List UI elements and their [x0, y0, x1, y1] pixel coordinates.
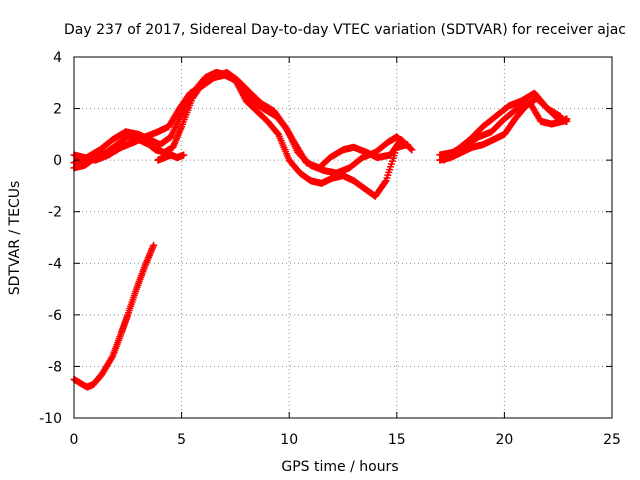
y-tick-label: -2 [48, 205, 62, 221]
data-point [563, 115, 571, 123]
y-tick-label: 2 [53, 102, 62, 118]
series-arc-7 [440, 89, 564, 164]
y-tick-label: -6 [48, 308, 62, 324]
x-tick-label: 0 [70, 432, 79, 448]
y-tick-label: -8 [48, 359, 62, 375]
y-tick-label: 4 [53, 50, 62, 66]
y-axis-label: SDTVAR / TECUs [7, 181, 23, 296]
series-arc-4 [154, 151, 188, 164]
y-tick-label: -4 [48, 256, 62, 272]
axis-ticks: 0 5 10 15 20 25 -10 -8 -6 -4 -2 0 2 4 [39, 50, 621, 448]
x-tick-label: 15 [388, 432, 406, 448]
data-point [556, 112, 564, 120]
y-tick-label: -10 [39, 411, 62, 427]
x-tick-label: 20 [495, 432, 513, 448]
x-tick-label: 10 [280, 432, 298, 448]
data-point [381, 178, 389, 186]
x-axis-label: GPS time / hours [281, 459, 398, 475]
chart-title: Day 237 of 2017, Sidereal Day-to-day VTE… [64, 22, 626, 38]
data-point [180, 151, 188, 159]
x-tick-label: 5 [177, 432, 186, 448]
data-points [70, 68, 571, 391]
data-point [150, 241, 158, 249]
series-arc-0 [70, 241, 158, 391]
series-arc-3 [70, 68, 416, 172]
plot-frame [73, 56, 613, 419]
y-tick-label: 0 [53, 153, 62, 169]
data-point [407, 145, 415, 153]
x-tick-label: 25 [603, 432, 621, 448]
data-point [408, 146, 416, 154]
